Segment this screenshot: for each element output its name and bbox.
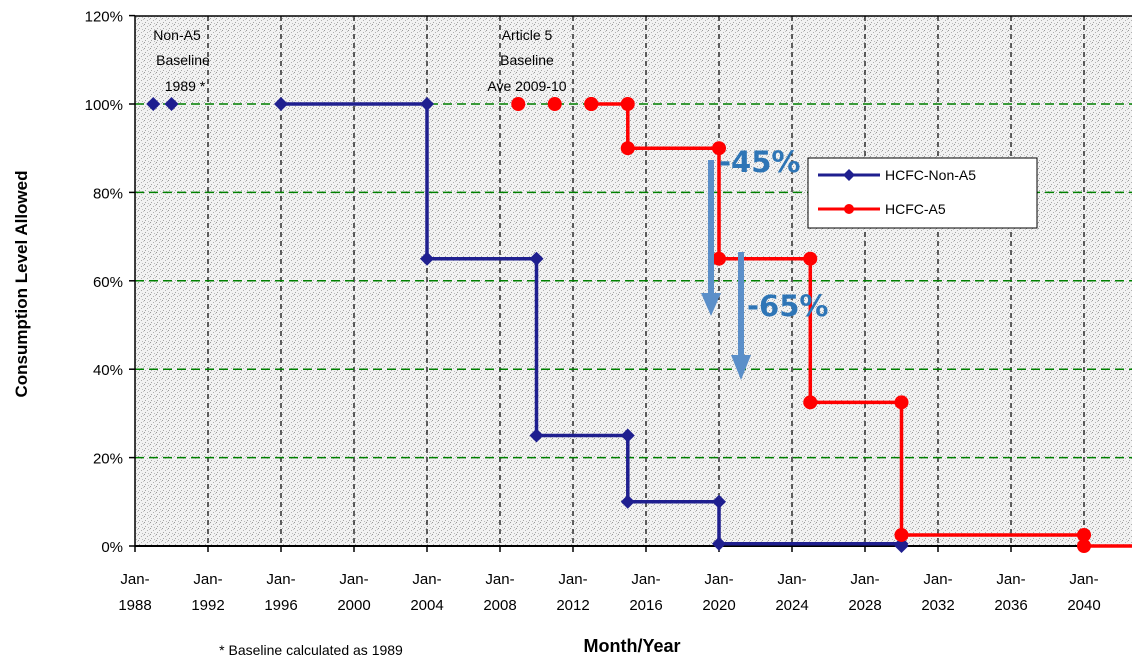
data-point — [620, 141, 635, 156]
data-point — [894, 395, 909, 410]
x-tick-label-bottom: 1988 — [118, 597, 151, 614]
y-axis-title: Consumption Level Allowed — [12, 171, 31, 398]
a5-baseline-line-3: Ave 2009-10 — [487, 78, 566, 94]
x-tick-label-top: Jan- — [339, 571, 368, 588]
series-hcfc-non-a5 — [146, 97, 909, 553]
x-tick-label-bottom: 2016 — [629, 597, 662, 614]
y-tick-label: 40% — [93, 362, 123, 379]
non-a5-baseline-line-2: Baseline — [156, 52, 210, 68]
x-tick-label-top: Jan- — [1069, 571, 1098, 588]
a5-baseline-line-1: Article 5 — [502, 27, 553, 43]
legend: HCFC-Non-A5 HCFC-A5 — [807, 157, 1038, 229]
data-point — [511, 97, 526, 111]
data-point — [146, 97, 161, 111]
data-point — [420, 97, 434, 111]
x-tick-label-top: Jan- — [923, 571, 952, 588]
reduction-label-65: -65% — [747, 289, 828, 323]
x-tick-label-bottom: 1992 — [191, 597, 224, 614]
data-point — [584, 97, 599, 111]
data-point — [620, 494, 635, 509]
x-tick-label-top: Jan- — [996, 571, 1025, 588]
data-point — [712, 251, 726, 266]
data-point — [547, 97, 562, 111]
x-tick-label-top: Jan- — [193, 571, 222, 588]
x-tick-labels: Jan- 1988 Jan- 1992 Jan- 1996 Jan- 2000 Jan- 2004… — [118, 571, 1100, 614]
reduction-label-45: -45% — [719, 145, 800, 179]
a5-baseline-line-2: Baseline — [500, 52, 554, 68]
x-tick-label-top: Jan- — [631, 571, 660, 588]
x-tick-label-top: Jan- — [850, 571, 879, 588]
y-tick-labels: 0% 20% 40% 60% 80% 100% 120% — [85, 9, 123, 556]
data-point — [274, 97, 288, 111]
x-tick-label-bottom: 2012 — [556, 597, 589, 614]
x-tick-label-bottom: 2032 — [921, 597, 954, 614]
data-point — [803, 395, 818, 410]
data-point — [894, 527, 909, 542]
data-point — [1077, 527, 1091, 542]
x-tick-label-bottom: 2036 — [994, 597, 1027, 614]
x-tick-label-bottom: 2020 — [702, 597, 735, 614]
series-hcfc-a5 — [511, 97, 1132, 553]
legend-item-hcfc-non-a5: HCFC-Non-A5 — [818, 167, 976, 183]
reduction-arrow-45 — [701, 160, 721, 316]
x-tick-label-bottom: 2040 — [1067, 597, 1100, 614]
data-point — [894, 539, 909, 553]
non-a5-baseline-line-3: 1989 * — [165, 78, 206, 94]
x-tick-label-bottom: 1996 — [264, 597, 297, 614]
legend-item-hcfc-a5: HCFC-A5 — [818, 201, 946, 217]
x-tick-label-bottom: 2004 — [410, 597, 443, 614]
x-tick-label-bottom: 2024 — [775, 597, 808, 614]
x-tick-label-top: Jan- — [266, 571, 295, 588]
data-point — [712, 536, 726, 551]
y-tick-label: 120% — [85, 9, 123, 26]
data-point — [164, 97, 179, 111]
y-tick-label: 80% — [93, 185, 123, 202]
data-point — [529, 251, 544, 266]
non-a5-baseline-annotation: Non-A5 Baseline 1989 * — [153, 27, 210, 94]
y-tick-label: 20% — [93, 451, 123, 468]
data-point — [712, 494, 726, 509]
y-tick-label: 0% — [101, 539, 123, 556]
x-tick-label-top: Jan- — [777, 571, 806, 588]
x-tick-label-top: Jan- — [412, 571, 441, 588]
x-axis-title: Month/Year — [583, 636, 680, 656]
x-tick-label-top: Jan- — [120, 571, 149, 588]
legend-label-hcfc-a5: HCFC-A5 — [885, 201, 946, 217]
series-layer — [146, 97, 1132, 553]
data-point — [712, 141, 726, 156]
x-tick-label-top: Jan- — [485, 571, 514, 588]
data-point — [1077, 539, 1091, 553]
legend-label-hcfc-non-a5: HCFC-Non-A5 — [885, 167, 976, 183]
x-tick-label-top: Jan- — [558, 571, 587, 588]
y-tick-label: 60% — [93, 274, 123, 291]
non-a5-baseline-line-1: Non-A5 — [153, 27, 201, 43]
footnote: * Baseline calculated as 1989 — [219, 642, 403, 657]
data-point — [803, 251, 818, 266]
data-point — [620, 428, 635, 443]
x-tick-label-top: Jan- — [704, 571, 733, 588]
data-point — [529, 428, 544, 443]
data-point — [420, 251, 434, 266]
data-point — [620, 97, 635, 111]
x-tick-label-bottom: 2000 — [337, 597, 370, 614]
reduction-arrow-65 — [731, 252, 751, 380]
y-tick-label: 100% — [85, 97, 123, 114]
x-tick-label-bottom: 2008 — [483, 597, 516, 614]
a5-baseline-annotation: Article 5 Baseline Ave 2009-10 — [487, 27, 566, 94]
x-tick-label-bottom: 2028 — [848, 597, 881, 614]
